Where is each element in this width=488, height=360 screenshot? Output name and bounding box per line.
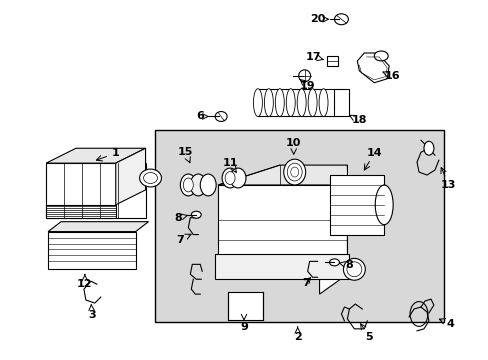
Bar <box>218 185 346 274</box>
Ellipse shape <box>319 89 327 117</box>
Ellipse shape <box>334 14 347 25</box>
Ellipse shape <box>183 178 193 192</box>
Bar <box>329 175 384 235</box>
Ellipse shape <box>343 258 365 280</box>
Text: 13: 13 <box>440 180 456 190</box>
Bar <box>46 163 145 218</box>
Ellipse shape <box>275 89 284 117</box>
Ellipse shape <box>286 163 302 181</box>
Ellipse shape <box>264 89 273 117</box>
Text: 20: 20 <box>309 14 325 24</box>
Text: 5: 5 <box>365 332 372 342</box>
Text: 11: 11 <box>222 158 237 168</box>
Bar <box>154 130 443 322</box>
Polygon shape <box>116 148 145 205</box>
Ellipse shape <box>190 174 206 196</box>
Text: 7: 7 <box>301 278 309 288</box>
Ellipse shape <box>423 141 433 155</box>
Ellipse shape <box>374 185 392 225</box>
Text: 16: 16 <box>384 71 399 81</box>
Ellipse shape <box>143 172 157 184</box>
Ellipse shape <box>253 89 262 117</box>
Ellipse shape <box>297 89 305 117</box>
Ellipse shape <box>222 168 238 188</box>
Text: 3: 3 <box>88 310 96 320</box>
Text: 2: 2 <box>293 332 301 342</box>
Ellipse shape <box>290 167 298 177</box>
Text: 8: 8 <box>174 213 182 223</box>
Polygon shape <box>48 222 148 231</box>
Ellipse shape <box>298 70 310 82</box>
Bar <box>326 56 338 66</box>
Ellipse shape <box>373 51 387 61</box>
Ellipse shape <box>307 89 316 117</box>
Polygon shape <box>319 165 346 294</box>
Ellipse shape <box>285 89 295 117</box>
Text: 17: 17 <box>305 52 321 62</box>
Bar <box>48 231 135 269</box>
Text: 1: 1 <box>112 148 120 158</box>
Text: 14: 14 <box>366 148 381 158</box>
Text: 18: 18 <box>351 116 366 126</box>
Ellipse shape <box>139 169 161 187</box>
Ellipse shape <box>346 262 361 277</box>
Bar <box>46 205 116 218</box>
Ellipse shape <box>215 112 226 121</box>
Text: 6: 6 <box>196 112 204 121</box>
Text: 4: 4 <box>446 319 454 329</box>
Ellipse shape <box>224 172 235 184</box>
Ellipse shape <box>191 211 201 218</box>
Text: 7: 7 <box>176 234 184 244</box>
Bar <box>215 255 349 279</box>
Bar <box>334 89 349 117</box>
Ellipse shape <box>329 259 339 266</box>
Ellipse shape <box>180 174 196 196</box>
Text: 12: 12 <box>77 279 92 289</box>
Text: 10: 10 <box>285 138 301 148</box>
Ellipse shape <box>283 159 305 185</box>
Ellipse shape <box>200 174 216 196</box>
Polygon shape <box>46 148 145 163</box>
Bar <box>227 292 263 320</box>
Text: 15: 15 <box>177 147 193 157</box>
Polygon shape <box>357 53 388 83</box>
Polygon shape <box>218 165 346 185</box>
Ellipse shape <box>230 168 245 188</box>
Text: 19: 19 <box>299 81 315 91</box>
Text: 9: 9 <box>240 322 247 332</box>
Text: 8: 8 <box>345 260 352 270</box>
